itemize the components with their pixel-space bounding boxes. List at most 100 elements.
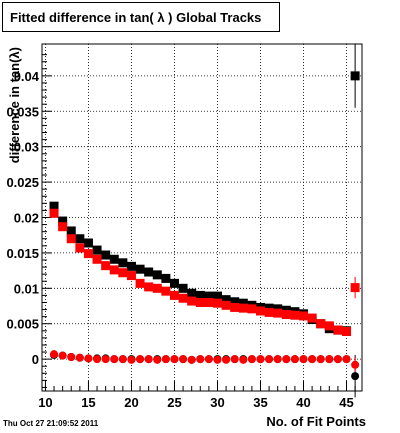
data-point-square	[92, 245, 102, 255]
x-tick-label: 45	[339, 395, 353, 410]
data-point-circle	[75, 353, 84, 362]
data-point-circle	[342, 355, 351, 364]
data-point-circle	[351, 360, 360, 369]
data-point-square	[152, 283, 162, 293]
x-tick-label: 35	[253, 395, 267, 410]
data-point-square	[187, 288, 197, 298]
data-point-square	[135, 264, 145, 274]
data-point-circle	[101, 355, 110, 364]
data-point-square	[92, 254, 102, 264]
data-point-circle	[273, 355, 282, 364]
data-point-circle	[187, 355, 196, 364]
data-point-circle	[325, 355, 334, 364]
data-point-square	[135, 278, 145, 288]
data-point-square	[49, 201, 59, 211]
data-point-square	[144, 267, 154, 277]
data-point-square	[75, 243, 85, 253]
data-point-circle	[299, 355, 308, 364]
data-point-square	[178, 293, 188, 303]
y-tick-label: 0.04	[14, 69, 40, 84]
x-tick-label: 25	[167, 395, 181, 410]
data-point-square	[290, 310, 300, 320]
data-point-square	[273, 308, 283, 318]
data-point-circle	[50, 350, 59, 359]
data-point-square	[230, 297, 240, 307]
data-point-circle	[110, 355, 119, 364]
data-point-circle	[316, 355, 325, 364]
data-point-square	[299, 311, 309, 321]
chart-title-box: Fitted difference in tan( λ ) Global Tra…	[2, 2, 280, 32]
data-point-square	[281, 310, 291, 320]
data-point-circle	[153, 355, 162, 364]
data-point-square	[169, 278, 179, 288]
data-point-circle	[222, 355, 231, 364]
data-point-circle	[161, 355, 170, 364]
data-point-circle	[282, 355, 291, 364]
x-tick-label: 40	[296, 395, 310, 410]
data-point-circle	[308, 355, 317, 364]
y-tick-label: 0.03	[14, 140, 39, 155]
data-point-circle	[196, 355, 205, 364]
data-point-circle	[351, 372, 360, 381]
data-point-circle	[213, 355, 222, 364]
data-point-square	[230, 302, 240, 312]
data-point-circle	[127, 355, 136, 364]
data-point-square	[221, 295, 231, 305]
data-point-square	[187, 296, 197, 306]
x-tick-label: 15	[81, 395, 95, 410]
x-tick-label: 30	[210, 395, 224, 410]
data-point-circle	[230, 355, 239, 364]
data-point-square	[169, 290, 179, 300]
data-point-square	[152, 270, 162, 280]
data-point-square	[195, 297, 205, 307]
data-point-square	[109, 265, 119, 275]
data-point-square	[118, 268, 128, 278]
data-point-square	[66, 226, 76, 236]
data-point-circle	[118, 355, 127, 364]
y-tick-label: 0.01	[14, 281, 39, 296]
data-point-square	[144, 282, 154, 292]
timestamp-footer: Thu Oct 27 21:09:52 2011	[3, 419, 99, 428]
y-tick-label: 0	[32, 352, 39, 367]
data-point-circle	[170, 355, 179, 364]
data-point-square	[126, 261, 136, 271]
data-point-circle	[333, 355, 342, 364]
data-point-square	[126, 271, 136, 281]
data-point-square	[212, 298, 222, 308]
data-point-circle	[265, 355, 274, 364]
data-point-square	[66, 234, 76, 244]
data-point-square	[350, 71, 360, 81]
data-point-square	[316, 319, 326, 329]
y-tick-label: 0.025	[6, 175, 39, 190]
data-point-square	[101, 261, 111, 271]
data-markers	[49, 44, 360, 398]
y-tick-label: 0.005	[6, 317, 39, 332]
y-tick-label: 0.02	[14, 211, 39, 226]
chart-title: Fitted difference in tan( λ ) Global Tra…	[10, 9, 262, 25]
data-point-circle	[144, 355, 153, 364]
grid-lines	[42, 44, 362, 391]
data-point-square	[204, 297, 214, 307]
data-point-circle	[179, 355, 188, 364]
data-point-circle	[58, 351, 67, 360]
data-point-circle	[67, 353, 76, 362]
x-tick-label: 20	[124, 395, 138, 410]
data-point-square	[333, 325, 343, 335]
data-point-square	[83, 249, 93, 259]
y-tick-label: 0.015	[6, 246, 39, 261]
data-point-square	[238, 298, 248, 308]
data-point-square	[204, 291, 214, 301]
data-point-square	[247, 304, 257, 314]
data-point-circle	[256, 355, 265, 364]
data-point-square	[264, 307, 274, 317]
data-point-square	[161, 286, 171, 296]
data-point-circle	[247, 355, 256, 364]
data-point-square	[350, 283, 360, 293]
data-point-square	[161, 273, 171, 283]
data-point-square	[342, 327, 352, 337]
y-tick-label: 0.035	[6, 104, 39, 119]
data-point-square	[307, 313, 317, 323]
tick-labels: 10 15 20 25 30 35 40 45 0 0.005 0.01 0.015 0.02 0.025…	[6, 69, 353, 410]
data-point-square	[178, 283, 188, 293]
